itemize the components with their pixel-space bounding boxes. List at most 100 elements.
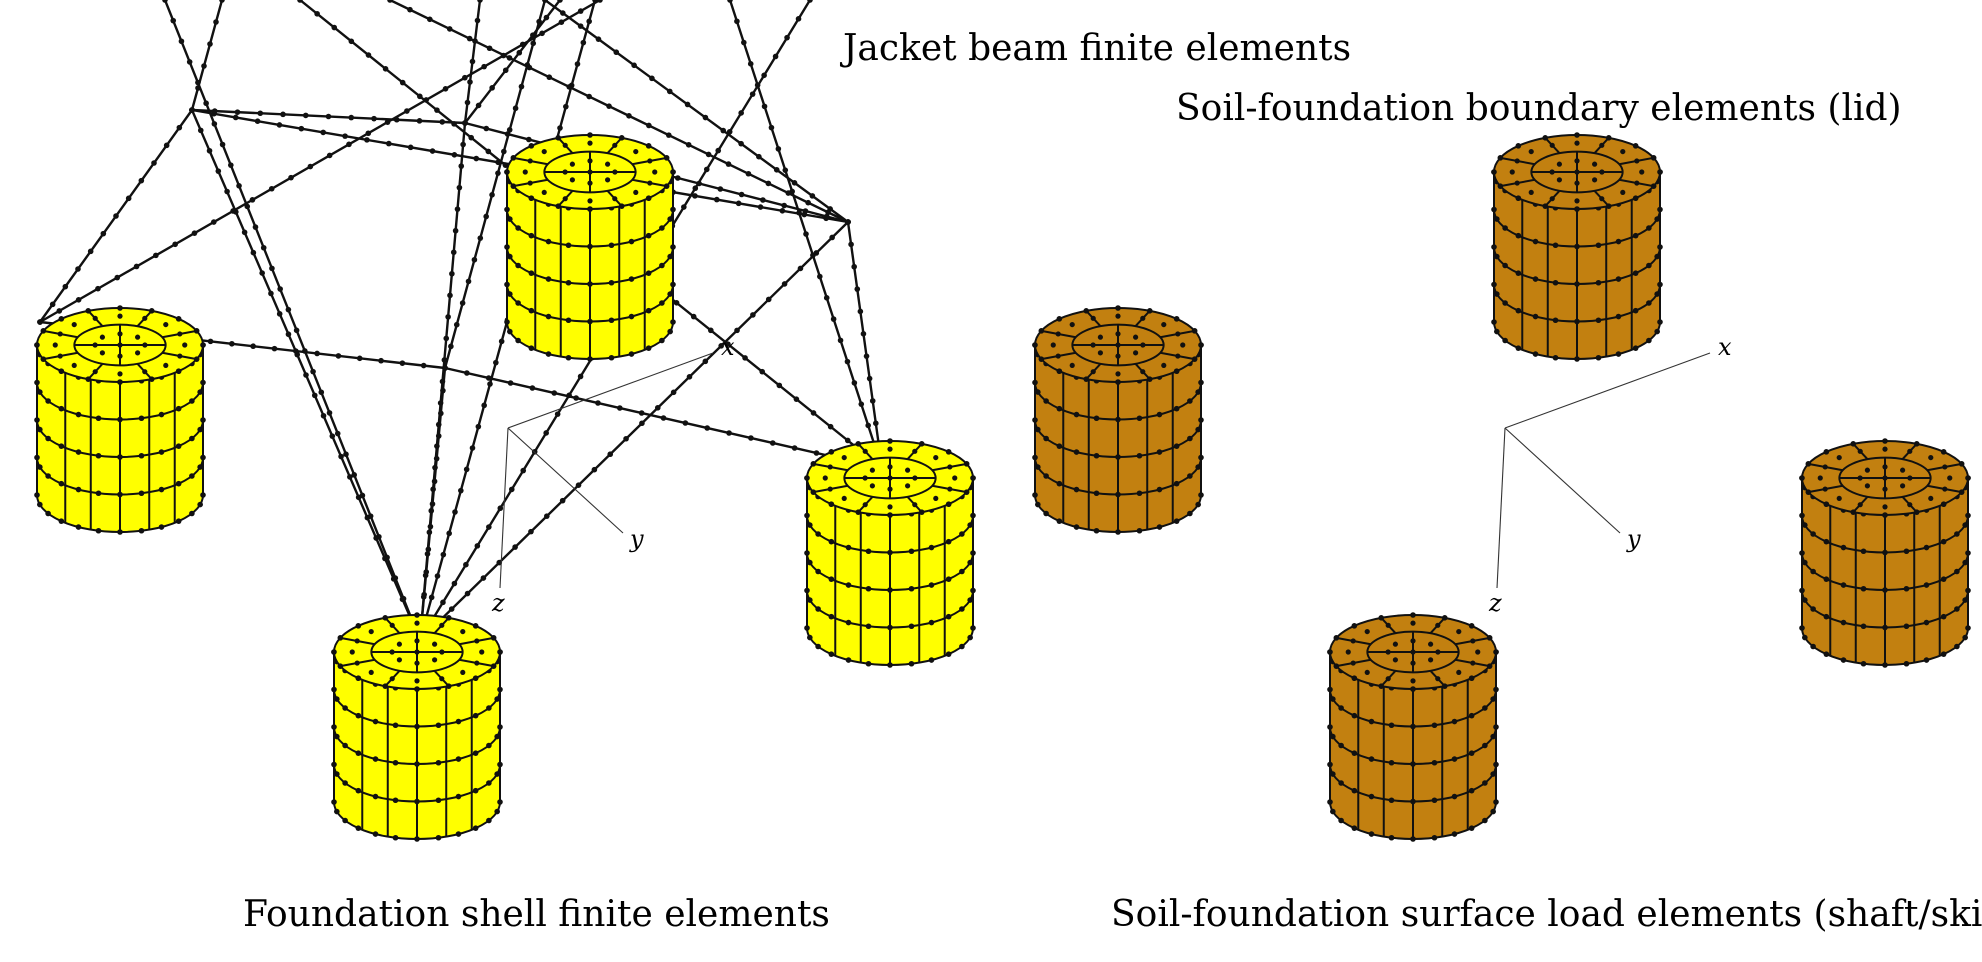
shell-node	[507, 216, 513, 222]
lid-node	[182, 342, 188, 348]
shell-node	[845, 544, 852, 551]
shell-node	[486, 742, 492, 749]
shell-node	[189, 398, 195, 404]
lid-node	[479, 649, 485, 655]
beam-node	[768, 124, 775, 131]
shell-node	[645, 232, 652, 239]
shell-node	[1327, 761, 1333, 768]
shell-node	[967, 522, 973, 528]
beam-node	[416, 118, 423, 124]
shell-node	[1156, 449, 1163, 455]
lid-node	[1632, 143, 1639, 149]
beam-node	[765, 296, 772, 303]
lid-node	[1140, 315, 1146, 321]
shell-node	[507, 253, 513, 260]
lid-node	[605, 177, 611, 183]
shell-node	[355, 750, 362, 756]
beam-node	[423, 569, 430, 575]
beam-node	[75, 266, 81, 272]
beam-node	[211, 121, 218, 127]
beam-node	[526, 64, 533, 71]
beam-node	[486, 524, 492, 530]
shell-node	[414, 798, 420, 805]
shell-node	[355, 712, 362, 719]
shell-node	[1198, 492, 1204, 498]
beam-node	[742, 355, 748, 361]
shell-node	[587, 281, 593, 287]
shell-node	[1056, 518, 1063, 524]
lid-node	[1805, 461, 1812, 467]
beam-node	[735, 200, 742, 207]
lid-node	[1410, 638, 1416, 644]
beam-node	[646, 122, 652, 129]
beam-node	[298, 125, 305, 132]
shell-node	[372, 718, 379, 725]
shell-node	[1032, 417, 1038, 423]
shell-node	[815, 643, 821, 650]
shell-node	[1552, 279, 1559, 286]
beam-node	[477, 0, 483, 3]
shell-node	[1657, 244, 1663, 250]
lid-node	[1198, 342, 1204, 348]
beam-node	[577, 23, 584, 29]
shell-node	[1494, 328, 1500, 335]
beam-node	[681, 204, 687, 210]
lid-node	[1146, 376, 1153, 382]
shell-node	[504, 319, 510, 325]
shell-node	[908, 585, 915, 592]
beam-node	[178, 38, 185, 45]
shell-node	[845, 582, 852, 588]
lid-node	[569, 177, 575, 183]
lid-node	[1515, 143, 1522, 149]
shell-node	[804, 625, 810, 631]
shell-node	[1195, 501, 1201, 508]
beam-node	[544, 513, 550, 519]
lid-node	[1115, 371, 1121, 377]
shell-node	[334, 696, 340, 702]
shell-node	[865, 660, 872, 667]
shell-node	[1115, 529, 1121, 535]
lid-node	[1146, 308, 1153, 314]
beam-node	[542, 0, 548, 3]
beam-node	[384, 119, 391, 125]
shell-node	[807, 597, 813, 603]
beam-node	[153, 252, 159, 259]
shell-node	[138, 415, 145, 422]
shell-node	[807, 559, 813, 566]
beam-node	[741, 39, 747, 46]
lid-node	[1140, 369, 1146, 375]
shell-node	[494, 808, 500, 815]
beam-node	[485, 148, 492, 155]
shell-node	[1646, 225, 1652, 231]
lid-node	[1599, 169, 1605, 175]
lid-node	[1410, 649, 1416, 655]
shell-node	[45, 435, 51, 442]
lid-node	[510, 155, 517, 161]
shell-node	[587, 318, 593, 325]
beam-node	[392, 575, 399, 581]
lid-node	[1115, 342, 1121, 348]
lid-node	[1410, 620, 1416, 626]
beam-node	[331, 24, 338, 31]
shell-node	[455, 756, 462, 762]
lid-node	[822, 475, 828, 481]
shell-node	[1799, 550, 1805, 556]
shell-node	[334, 808, 340, 815]
shell-node	[34, 417, 40, 423]
beam-node	[433, 455, 440, 462]
shell-node	[197, 501, 203, 508]
beam-node	[259, 270, 265, 276]
lid-node	[1056, 368, 1063, 374]
lid-node	[389, 622, 395, 628]
beam-node	[483, 125, 490, 132]
shell-node	[200, 492, 206, 498]
beam-node	[189, 107, 195, 113]
shell-node	[1923, 657, 1930, 663]
shell-node	[117, 454, 123, 460]
beam-node	[810, 252, 816, 259]
shell-node	[1338, 705, 1344, 711]
foundation-shell-back	[504, 132, 676, 362]
shell-node	[1187, 473, 1193, 479]
shell-node	[1156, 486, 1163, 493]
shell-node	[1035, 389, 1041, 395]
